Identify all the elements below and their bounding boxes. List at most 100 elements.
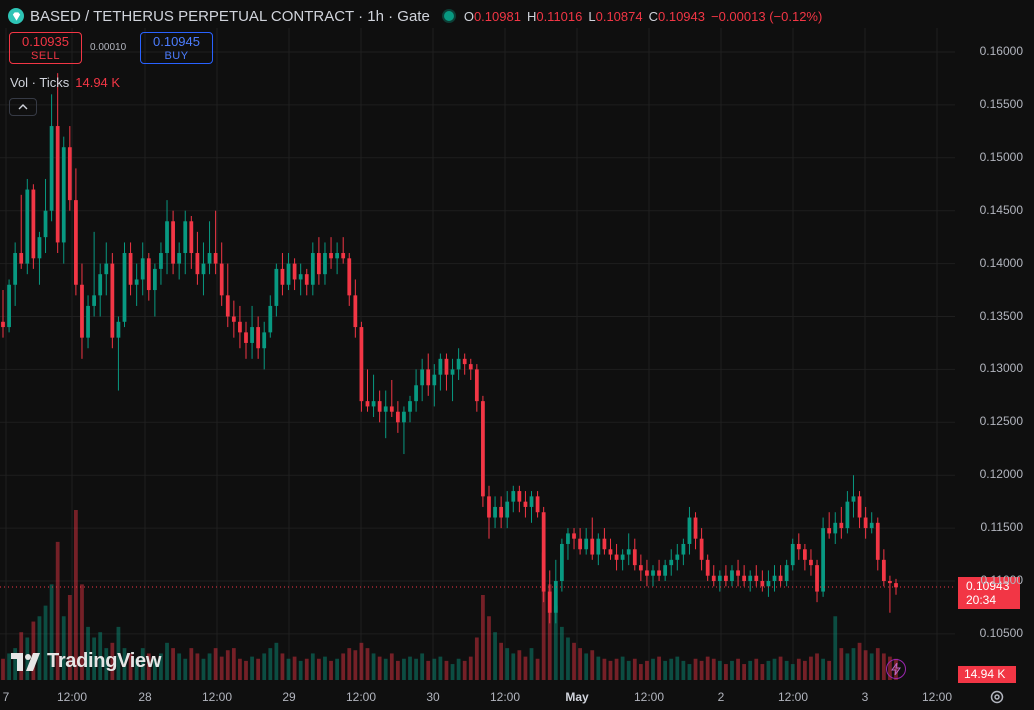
- gear-icon[interactable]: [988, 688, 1006, 706]
- volume-legend[interactable]: Vol · Ticks 14.94 K: [10, 75, 120, 90]
- volume-bar: [802, 660, 807, 680]
- candle: [620, 554, 625, 560]
- candle: [414, 385, 418, 402]
- symbol-title[interactable]: BASED / TETHERUS PERPETUAL CONTRACT · 1h…: [30, 7, 430, 25]
- candle: [13, 253, 18, 285]
- candle: [724, 575, 728, 581]
- volume-bar: [359, 642, 364, 680]
- volume-bar: [377, 656, 382, 680]
- volume-bar: [778, 656, 783, 680]
- volume-bar: [37, 616, 42, 680]
- time-tick-label: 29: [282, 690, 296, 704]
- candle: [49, 126, 54, 211]
- candle: [37, 237, 42, 259]
- market-status-icon: [443, 11, 454, 21]
- volume-bar: [529, 648, 534, 680]
- candle: [711, 575, 716, 581]
- volume-bar: [365, 648, 370, 680]
- close-label: C: [648, 8, 658, 24]
- buy-button[interactable]: 0.10945 BUY: [140, 32, 213, 64]
- volume-bar: [857, 642, 862, 680]
- candle: [165, 221, 169, 254]
- volume-bar: [414, 658, 418, 680]
- candle: [286, 263, 291, 285]
- candle: [298, 274, 303, 280]
- volume-bar: [329, 660, 333, 680]
- volume-bar: [638, 664, 643, 680]
- ohlc-legend: O0.10981 H0.11016 L0.10874 C0.10943 −0.00013…: [464, 9, 828, 24]
- volume-bar: [49, 584, 54, 680]
- candle: [687, 517, 692, 544]
- candle: [857, 496, 862, 518]
- volume-bar: [86, 626, 90, 680]
- candle: [736, 570, 740, 576]
- time-tick-label: 2: [717, 690, 725, 704]
- volume-bar: [67, 595, 72, 680]
- volume-bar: [608, 660, 613, 680]
- low-label: L: [588, 8, 596, 24]
- volume-bar: [383, 658, 388, 680]
- price-tick-label: 0.16000: [979, 44, 1023, 58]
- volume-bar: [43, 605, 48, 680]
- candle: [1, 321, 5, 328]
- volume-bar: [13, 648, 18, 680]
- candle: [560, 543, 564, 581]
- volume-bar: [839, 648, 844, 680]
- volume-bar: [244, 660, 248, 680]
- lightning-icon[interactable]: [886, 659, 906, 679]
- volume-bar: [310, 653, 315, 680]
- volume-bar: [796, 658, 801, 680]
- candle: [61, 147, 66, 243]
- volume-bar: [657, 656, 661, 680]
- candle: [456, 358, 461, 370]
- volume-bar: [286, 658, 291, 680]
- candle: [55, 126, 60, 243]
- candle: [669, 559, 674, 566]
- candle: [474, 369, 479, 402]
- candle: [505, 501, 510, 518]
- candle: [754, 575, 759, 581]
- volume-bar: [851, 648, 856, 680]
- candle: [365, 401, 370, 407]
- volume-bar: [474, 637, 479, 680]
- candle: [86, 305, 90, 338]
- candle: [602, 538, 607, 550]
- candle: [608, 549, 613, 555]
- candle: [596, 538, 601, 555]
- candle: [468, 364, 473, 370]
- volume-bar: [462, 660, 467, 680]
- volume-bar: [341, 653, 346, 680]
- volume-bar: [699, 660, 704, 680]
- volume-legend-label: Vol · Ticks: [10, 75, 70, 90]
- candle: [778, 575, 783, 581]
- price-tick-label: 0.12000: [979, 467, 1023, 482]
- volume-bar: [225, 650, 230, 680]
- volume-bar: [426, 660, 431, 680]
- candle: [888, 581, 892, 584]
- volume-bar: [724, 664, 728, 680]
- collapse-button[interactable]: [9, 98, 37, 116]
- volume-legend-value: 14.94 K: [75, 75, 121, 90]
- volume-bar: [566, 637, 570, 680]
- time-tick-label: 12:00: [633, 690, 665, 704]
- chevron-up-icon: [18, 104, 28, 110]
- volume-bar: [292, 656, 297, 680]
- candle: [626, 549, 631, 555]
- low-value: 0.10874: [595, 8, 643, 24]
- candle: [894, 583, 898, 588]
- candle: [359, 327, 364, 402]
- candle: [146, 258, 151, 291]
- volume-bar: [675, 656, 680, 680]
- candle: [371, 401, 376, 407]
- candle: [122, 253, 127, 322]
- volume-bar: [456, 658, 461, 680]
- candle: [863, 517, 868, 529]
- time-tick-label: 12:00: [345, 690, 377, 704]
- candle: [809, 559, 813, 566]
- sell-button[interactable]: 0.10935 SELL: [9, 32, 82, 64]
- candle: [578, 538, 582, 550]
- candle: [766, 581, 771, 587]
- candle: [323, 253, 327, 275]
- volume-bar: [80, 584, 84, 680]
